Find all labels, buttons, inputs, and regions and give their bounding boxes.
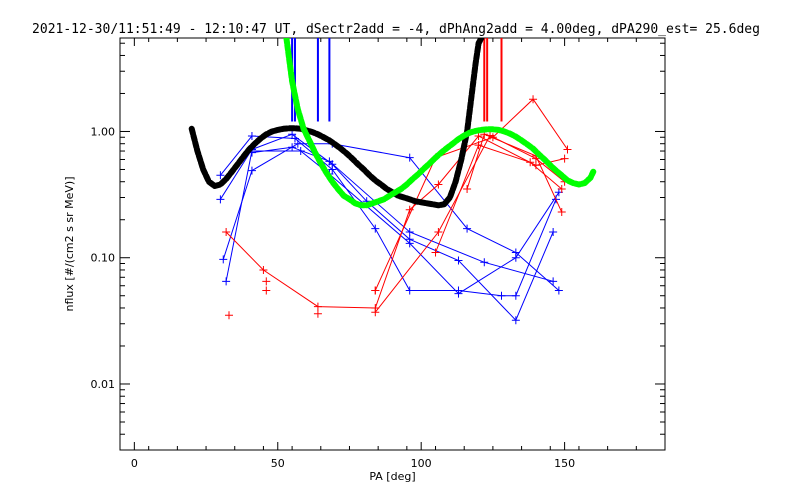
- data-point: [325, 157, 334, 166]
- data-point: [219, 255, 228, 264]
- x-tick-label: 100: [411, 457, 432, 470]
- data-point: [225, 311, 233, 320]
- data-point: [431, 248, 440, 257]
- data-point: [259, 265, 268, 274]
- x-axis-label: PA [deg]: [369, 470, 415, 483]
- data-point: [434, 227, 443, 236]
- data-point: [405, 153, 414, 162]
- data-point: [480, 258, 489, 267]
- data-point: [262, 286, 271, 295]
- data-point: [247, 132, 256, 141]
- data-point: [463, 185, 472, 194]
- data-point: [405, 286, 414, 295]
- data-point: [511, 316, 520, 325]
- data-point: [288, 130, 297, 139]
- data-point: [313, 309, 322, 318]
- series-layer: [188, 38, 597, 325]
- series-line: [251, 146, 554, 282]
- data-point: [563, 145, 572, 154]
- series-line: [222, 143, 560, 291]
- data-point: [222, 227, 231, 236]
- series-blue: [216, 130, 563, 325]
- series-red: [222, 95, 572, 320]
- data-point: [405, 239, 414, 248]
- y-tick-label: 1.00: [91, 125, 116, 138]
- data-point: [557, 208, 566, 217]
- series-black: [188, 38, 485, 209]
- series-line: [435, 144, 563, 253]
- series-line: [466, 133, 563, 213]
- data-point: [371, 224, 380, 233]
- x-tick-label: 150: [554, 457, 575, 470]
- y-tick-label: 0.10: [91, 252, 116, 265]
- data-point: [454, 289, 463, 298]
- y-axis-ticks: 0.01 0.10 1.00: [91, 42, 665, 451]
- data-point: [560, 154, 569, 163]
- y-axis-label: nflux [#/(cm2 s sr MeV)]: [63, 177, 76, 312]
- data-point: [216, 171, 225, 180]
- data-point: [288, 143, 297, 152]
- data-point: [405, 227, 414, 236]
- x-tick-label: 50: [271, 457, 285, 470]
- series-line: [219, 133, 554, 322]
- data-point: [247, 166, 256, 175]
- y-tick-label: 0.01: [91, 378, 116, 391]
- data-point: [454, 256, 463, 265]
- model-curve: [188, 38, 485, 209]
- data-point: [216, 195, 225, 204]
- data-point: [497, 291, 506, 300]
- data-point: [463, 224, 472, 233]
- series-line: [225, 135, 565, 309]
- data-point: [549, 227, 558, 236]
- data-point: [262, 277, 271, 286]
- data-point: [549, 277, 558, 286]
- data-point: [293, 139, 302, 148]
- series-line: [225, 150, 560, 295]
- axes-frame: [119, 37, 666, 451]
- data-point: [511, 253, 520, 262]
- data-point: [529, 95, 538, 104]
- data-point: [554, 286, 563, 295]
- data-point: [371, 308, 380, 317]
- data-point: [313, 302, 322, 311]
- chart-title: 2021-12-30/11:51:49 - 12:10:47 UT, dSect…: [32, 22, 760, 37]
- model-curve: [283, 38, 597, 209]
- data-point: [526, 158, 535, 167]
- data-point: [371, 286, 380, 295]
- data-point: [434, 180, 443, 189]
- data-point: [222, 277, 231, 286]
- series-green: [283, 38, 597, 209]
- x-axis-ticks: 0 50 100 150: [131, 38, 637, 470]
- data-point: [557, 185, 566, 194]
- data-point: [511, 291, 520, 300]
- x-tick-label: 0: [131, 457, 138, 470]
